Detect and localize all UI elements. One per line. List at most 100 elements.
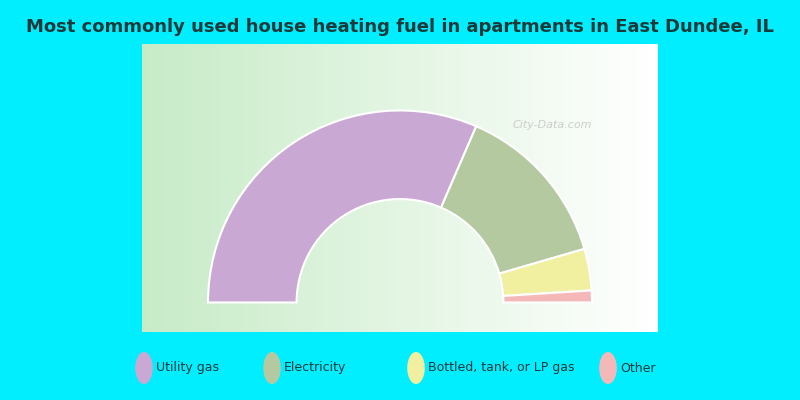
Bar: [446, 44, 449, 332]
Bar: [144, 44, 146, 332]
Bar: [358, 44, 362, 332]
Bar: [545, 44, 547, 332]
Bar: [294, 44, 297, 332]
Bar: [165, 44, 167, 332]
Bar: [599, 44, 602, 332]
Bar: [496, 44, 498, 332]
Bar: [286, 44, 289, 332]
Bar: [434, 44, 436, 332]
Bar: [566, 44, 568, 332]
Bar: [214, 44, 217, 332]
Bar: [310, 44, 312, 332]
Bar: [444, 44, 446, 332]
Bar: [635, 44, 638, 332]
Bar: [606, 44, 610, 332]
Bar: [620, 44, 622, 332]
Bar: [568, 44, 570, 332]
Bar: [429, 44, 431, 332]
Bar: [354, 44, 356, 332]
Bar: [486, 44, 488, 332]
Text: Utility gas: Utility gas: [156, 362, 219, 374]
Bar: [555, 44, 558, 332]
Bar: [366, 44, 369, 332]
Bar: [442, 44, 444, 332]
Bar: [449, 44, 452, 332]
Bar: [553, 44, 555, 332]
Bar: [377, 44, 379, 332]
Bar: [570, 44, 573, 332]
Bar: [289, 44, 291, 332]
Bar: [465, 44, 467, 332]
Bar: [415, 44, 418, 332]
Bar: [227, 44, 230, 332]
Bar: [175, 44, 178, 332]
Bar: [539, 44, 542, 332]
Bar: [328, 44, 330, 332]
Bar: [351, 44, 354, 332]
Bar: [302, 44, 304, 332]
Bar: [387, 44, 390, 332]
Bar: [581, 44, 583, 332]
Bar: [274, 44, 276, 332]
Bar: [524, 44, 526, 332]
Bar: [276, 44, 278, 332]
Bar: [560, 44, 563, 332]
Bar: [610, 44, 612, 332]
Bar: [617, 44, 620, 332]
Bar: [178, 44, 180, 332]
Bar: [255, 44, 258, 332]
Bar: [392, 44, 395, 332]
Bar: [563, 44, 566, 332]
Bar: [266, 44, 268, 332]
Bar: [625, 44, 627, 332]
Bar: [307, 44, 310, 332]
Bar: [338, 44, 341, 332]
Bar: [206, 44, 209, 332]
Bar: [467, 44, 470, 332]
Bar: [263, 44, 266, 332]
Bar: [211, 44, 214, 332]
Bar: [173, 44, 175, 332]
Bar: [150, 44, 152, 332]
Bar: [398, 44, 400, 332]
Bar: [478, 44, 480, 332]
Bar: [162, 44, 165, 332]
Bar: [640, 44, 643, 332]
Bar: [194, 44, 196, 332]
Bar: [550, 44, 553, 332]
Bar: [371, 44, 374, 332]
Bar: [250, 44, 253, 332]
Bar: [421, 44, 423, 332]
Bar: [408, 44, 410, 332]
Bar: [472, 44, 475, 332]
Bar: [614, 44, 617, 332]
Bar: [356, 44, 358, 332]
Bar: [591, 44, 594, 332]
Bar: [196, 44, 198, 332]
Bar: [284, 44, 286, 332]
Bar: [382, 44, 385, 332]
Bar: [418, 44, 421, 332]
Bar: [457, 44, 459, 332]
Bar: [291, 44, 294, 332]
Bar: [362, 44, 364, 332]
Bar: [594, 44, 597, 332]
Bar: [475, 44, 478, 332]
Bar: [480, 44, 482, 332]
Bar: [154, 44, 157, 332]
Bar: [201, 44, 203, 332]
Bar: [341, 44, 343, 332]
Bar: [170, 44, 173, 332]
Bar: [459, 44, 462, 332]
Bar: [514, 44, 516, 332]
Bar: [638, 44, 640, 332]
Bar: [333, 44, 335, 332]
Bar: [242, 44, 245, 332]
Bar: [482, 44, 486, 332]
Bar: [395, 44, 398, 332]
Bar: [234, 44, 237, 332]
Bar: [230, 44, 232, 332]
Bar: [586, 44, 589, 332]
Bar: [454, 44, 457, 332]
Text: Most commonly used house heating fuel in apartments in East Dundee, IL: Most commonly used house heating fuel in…: [26, 18, 774, 36]
